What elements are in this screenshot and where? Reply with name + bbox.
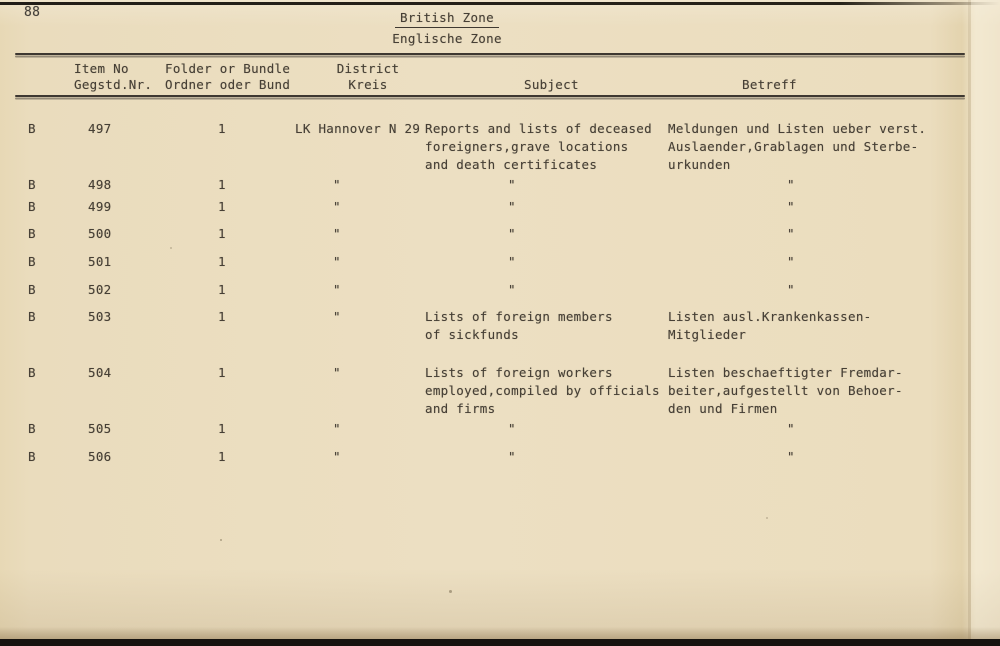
- table-top-rule: [15, 53, 965, 55]
- paper-speck: [220, 539, 222, 541]
- cell-folder: 1: [218, 309, 226, 324]
- cell-subject: Lists of foreign members of sickfunds: [425, 309, 613, 342]
- cell-subject: ": [508, 449, 516, 464]
- column-header-betreff: Betreff: [742, 77, 797, 92]
- column-header-folder: Folder or Bundle Ordner oder Bund: [165, 61, 291, 92]
- table-row: B 501 1 " " ": [0, 253, 1000, 271]
- cell-district: ": [333, 254, 341, 269]
- column-header-subject: Subject: [524, 77, 579, 92]
- table-header-rule: [15, 95, 965, 97]
- cell-betreff: ": [787, 449, 795, 464]
- scan-bottom-edge: [0, 639, 1000, 646]
- cell-item: 501: [88, 254, 112, 269]
- cell-folder: 1: [218, 365, 226, 380]
- cell-subject: ": [508, 254, 516, 269]
- cell-subject: ": [508, 282, 516, 297]
- paper-speck: [170, 247, 172, 249]
- cell-subject: Reports and lists of deceased foreigners…: [425, 121, 652, 172]
- page-title-english-text: British Zone: [395, 10, 499, 28]
- paper-speck: [766, 517, 768, 519]
- cell-district: ": [333, 199, 341, 214]
- cell-item: 505: [88, 421, 112, 436]
- scan-top-edge: [0, 2, 1000, 5]
- cell-betreff: ": [787, 282, 795, 297]
- cell-betreff: ": [787, 177, 795, 192]
- cell-district: LK Hannover N 29: [295, 121, 421, 136]
- cell-folder: 1: [218, 121, 226, 136]
- table-row: B 503 1 " Lists of foreign members of sickfu…: [0, 308, 1000, 342]
- cell-betreff: ": [787, 421, 795, 436]
- table-row: B 500 1 " " ": [0, 225, 1000, 243]
- page-right-edge: [971, 0, 1000, 646]
- cell-zone: B: [28, 449, 36, 464]
- cell-item: 499: [88, 199, 112, 214]
- paper-speck: [449, 590, 452, 593]
- table-row: B 506 1 " " ": [0, 448, 1000, 466]
- column-header-item-no: Item No Gegstd.Nr.: [74, 61, 153, 92]
- cell-item: 497: [88, 121, 112, 136]
- cell-zone: B: [28, 254, 36, 269]
- cell-district: ": [333, 449, 341, 464]
- cell-district: ": [333, 177, 341, 192]
- cell-folder: 1: [218, 421, 226, 436]
- cell-folder: 1: [218, 199, 226, 214]
- cell-district: ": [333, 365, 341, 380]
- table-row: B 505 1 " " ": [0, 420, 1000, 438]
- table-row: B 498 1 " " ": [0, 176, 1000, 194]
- table-row: B 497 1 LK Hannover N 29 Reports and lists o…: [0, 120, 1000, 172]
- cell-folder: 1: [218, 282, 226, 297]
- cell-folder: 1: [218, 226, 226, 241]
- cell-betreff: ": [787, 199, 795, 214]
- cell-subject: Lists of foreign workers employed,compil…: [425, 365, 660, 416]
- cell-item: 500: [88, 226, 112, 241]
- cell-folder: 1: [218, 254, 226, 269]
- page-number: 88: [24, 5, 41, 20]
- cell-subject: ": [508, 226, 516, 241]
- table-row: B 502 1 " " ": [0, 281, 1000, 299]
- cell-zone: B: [28, 121, 36, 136]
- page-title-german: Englische Zone: [392, 31, 502, 46]
- cell-zone: B: [28, 199, 36, 214]
- cell-folder: 1: [218, 449, 226, 464]
- cell-district: ": [333, 309, 341, 324]
- cell-betreff: Meldungen und Listen ueber verst. Auslae…: [668, 121, 927, 172]
- cell-betreff: ": [787, 254, 795, 269]
- cell-zone: B: [28, 282, 36, 297]
- cell-zone: B: [28, 365, 36, 380]
- page-title-english: British Zone: [0, 10, 894, 28]
- cell-item: 502: [88, 282, 112, 297]
- cell-betreff: ": [787, 226, 795, 241]
- cell-item: 503: [88, 309, 112, 324]
- cell-zone: B: [28, 421, 36, 436]
- cell-zone: B: [28, 177, 36, 192]
- cell-subject: ": [508, 199, 516, 214]
- table-row: B 499 1 " " ": [0, 198, 1000, 216]
- cell-item: 504: [88, 365, 112, 380]
- scan-bottom-shadow: [0, 627, 1000, 639]
- cell-subject: ": [508, 421, 516, 436]
- cell-district: ": [333, 421, 341, 436]
- cell-betreff: Listen beschaeftigter Fremdar- beiter,au…: [668, 365, 903, 416]
- cell-betreff: Listen ausl.Krankenkassen- Mitglieder: [668, 309, 872, 342]
- cell-subject: ": [508, 177, 516, 192]
- cell-zone: B: [28, 309, 36, 324]
- cell-district: ": [333, 282, 341, 297]
- table-row: B 504 1 " Lists of foreign workers employed,…: [0, 364, 1000, 416]
- column-header-district: District Kreis: [336, 61, 400, 92]
- cell-folder: 1: [218, 177, 226, 192]
- page-edge-crease: [968, 0, 971, 646]
- cell-item: 498: [88, 177, 112, 192]
- cell-zone: B: [28, 226, 36, 241]
- cell-district: ": [333, 226, 341, 241]
- cell-item: 506: [88, 449, 112, 464]
